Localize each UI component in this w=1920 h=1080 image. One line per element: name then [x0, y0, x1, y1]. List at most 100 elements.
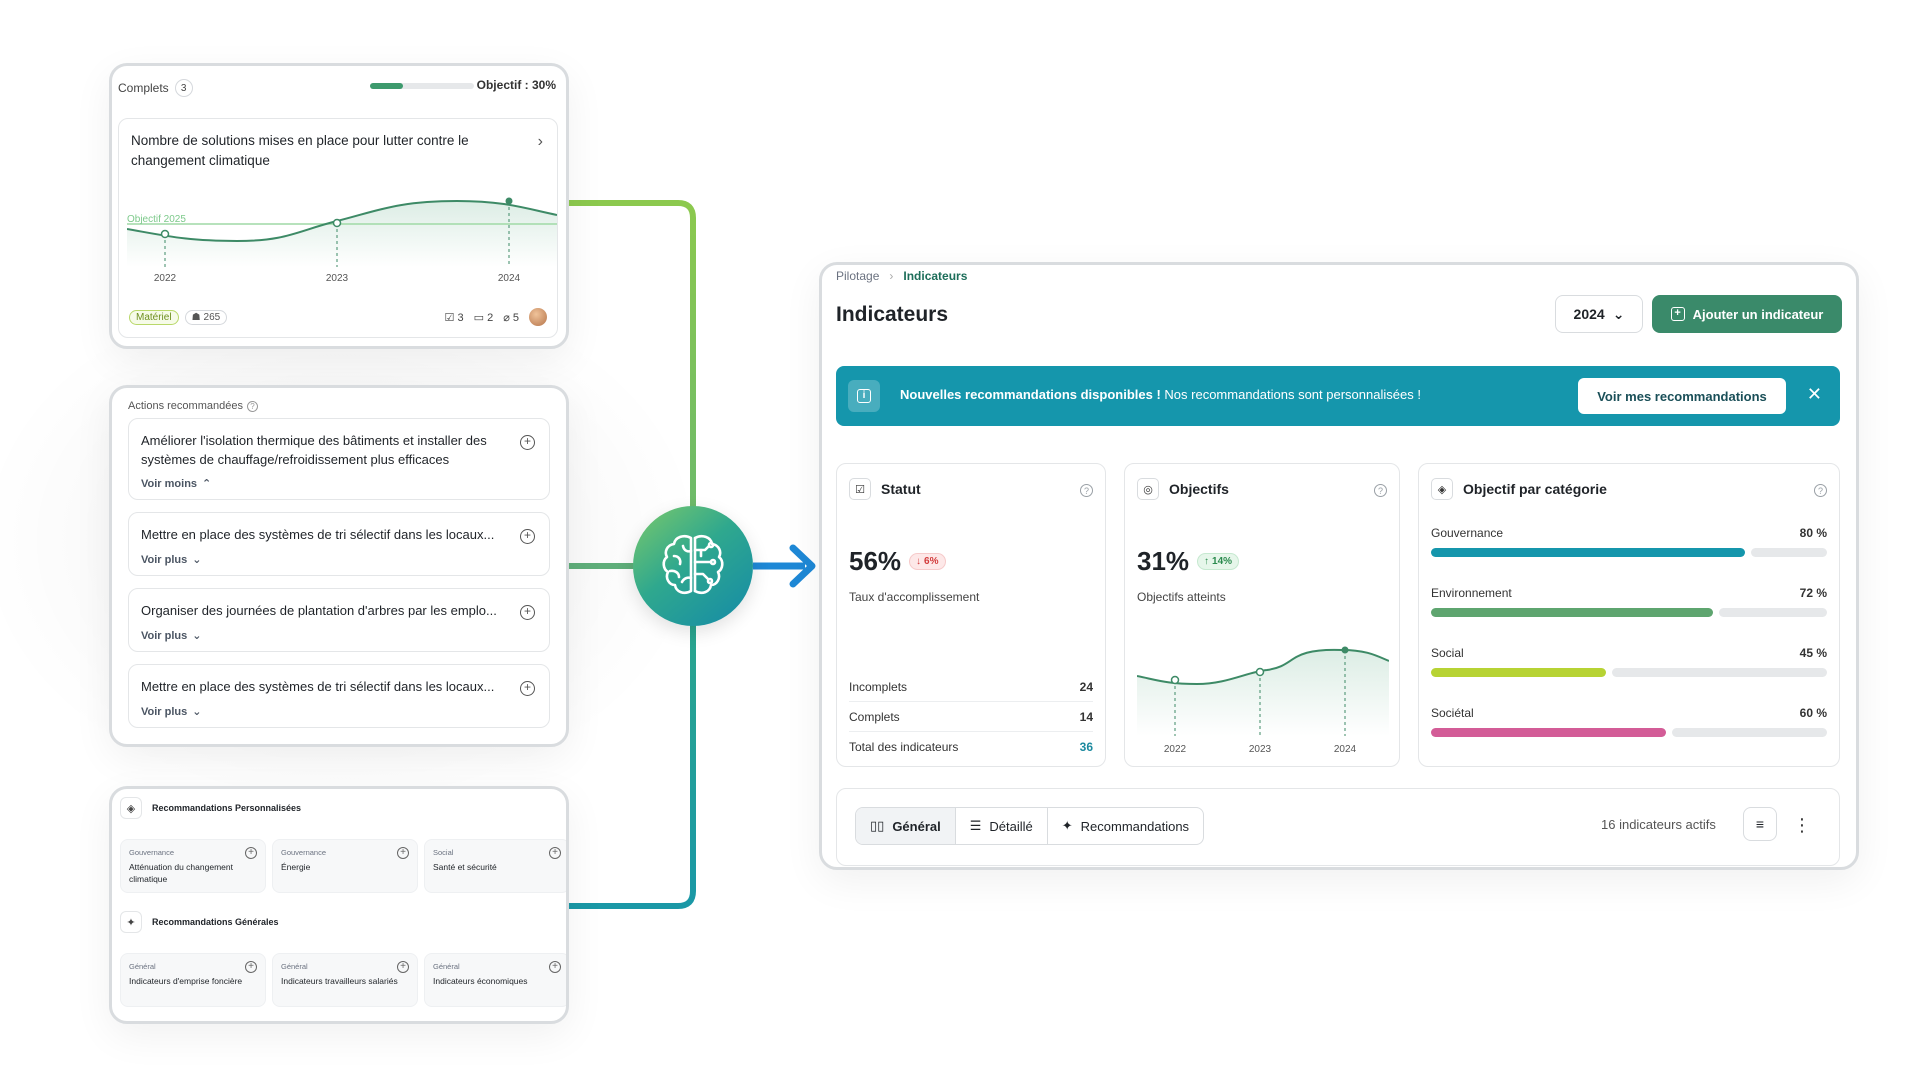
more-options-icon[interactable]: ⋮	[1793, 814, 1811, 835]
categories-header: ◈ Objectif par catégorie	[1431, 478, 1607, 500]
add-indicator-button[interactable]: + Ajouter un indicateur	[1652, 295, 1842, 333]
year-select[interactable]: 2024 ⌄	[1555, 295, 1643, 333]
add-action-icon[interactable]: +	[520, 435, 535, 450]
action-text: Organiser des journées de plantation d'a…	[141, 603, 497, 618]
point-2022	[160, 229, 170, 239]
stat-row: Incomplets 24	[849, 672, 1093, 702]
recommendation-tile[interactable]: Général Indicateurs travailleurs salarié…	[272, 953, 418, 1007]
recommendation-tile[interactable]: Gouvernance Énergie +	[272, 839, 418, 893]
indicator-preview-card: Complets 3 Objectif : 30% Nombre de solu…	[109, 63, 569, 349]
recommendation-tile[interactable]: Général Indicateurs économiques +	[424, 953, 566, 1007]
connector-arrow-head	[789, 544, 816, 588]
completes-header: Complets 3	[118, 78, 556, 98]
trend-area	[127, 201, 557, 267]
filter-button[interactable]: ≡	[1743, 807, 1777, 841]
category-remaining	[1612, 668, 1827, 677]
add-action-icon[interactable]: +	[520, 681, 535, 696]
help-icon[interactable]: ?	[1374, 484, 1387, 497]
action-item[interactable]: Mettre en place des systèmes de tri séle…	[128, 664, 550, 728]
indicator-footer: Matériel ☗ 265 ☑ 3 ▭ 2 ⌀ 5	[129, 307, 547, 327]
columns-icon: ▯▯	[870, 818, 885, 833]
add-icon[interactable]: +	[245, 847, 257, 859]
category-pct: 72 %	[1799, 586, 1827, 600]
chevron-down-icon: ⌄	[1612, 305, 1625, 322]
statut-value-row: 56% ↓ 6%	[849, 546, 946, 577]
avatar[interactable]	[529, 308, 547, 326]
recommendation-tile[interactable]: Général Indicateurs d'emprise foncière +	[120, 953, 266, 1007]
add-icon[interactable]: +	[397, 847, 409, 859]
recommended-actions-header: Actions recommandées ?	[128, 400, 258, 412]
category-tag[interactable]: Matériel	[129, 309, 179, 325]
paperclip-icon: ⌀	[503, 311, 510, 324]
sparkles-icon: ✦	[1061, 818, 1073, 833]
toggle-link[interactable]: Voir plus ⌄	[141, 705, 201, 719]
objectifs-panel: ◎ Objectifs ? 31% ↑ 14% Objectifs atteints…	[1124, 463, 1400, 767]
personal-recommendations-header: ◈ Recommandations Personnalisées	[120, 797, 301, 819]
attachments-counter[interactable]: ⌀ 5	[503, 311, 519, 324]
recommended-actions-card: Actions recommandées ? Améliorer l'isola…	[109, 385, 569, 747]
action-item[interactable]: Mettre en place des systèmes de tri séle…	[128, 512, 550, 576]
tab-recommandations[interactable]: ✦ Recommandations	[1048, 808, 1203, 844]
point-2023	[332, 218, 342, 228]
point-2022	[1170, 675, 1180, 685]
trend-line	[1137, 648, 1389, 686]
add-icon[interactable]: +	[397, 961, 409, 973]
add-action-icon[interactable]: +	[520, 529, 535, 544]
tile-category: Général	[281, 962, 308, 971]
views-tag: ☗ 265	[184, 309, 228, 325]
chevron-down-icon: ⌄	[192, 554, 202, 566]
chevron-right-icon[interactable]: ›	[537, 133, 543, 150]
indicator-title: Nombre de solutions mises en place pour …	[131, 133, 469, 168]
comment-icon: ▭	[473, 311, 484, 324]
toggle-label: Voir plus	[141, 629, 188, 642]
layers-icon: ◈	[120, 797, 142, 819]
add-icon[interactable]: +	[245, 961, 257, 973]
help-icon[interactable]: ?	[1814, 484, 1827, 497]
stat-value: 14	[1079, 709, 1093, 724]
statut-panel: ☑ Statut ? 56% ↓ 6% Taux d'accomplissement…	[836, 463, 1106, 767]
help-icon[interactable]: ?	[246, 400, 258, 412]
toggle-link[interactable]: Voir plus ⌄	[141, 553, 202, 567]
stat-label: Incomplets	[849, 679, 908, 694]
completes-count: 3	[174, 79, 193, 97]
objectifs-value: 31%	[1137, 546, 1190, 576]
breadcrumb-indicateurs[interactable]: Indicateurs	[903, 269, 968, 283]
banner-text: Nos recommandations sont personnalisées …	[1164, 387, 1421, 402]
tab-label: Général	[892, 818, 941, 834]
comments-counter[interactable]: ▭ 2	[474, 311, 494, 324]
tab-label: Détaillé	[989, 818, 1033, 834]
action-item[interactable]: Organiser des journées de plantation d'a…	[128, 588, 550, 652]
banner-message: Nouvelles recommandations disponibles ! …	[900, 387, 1421, 402]
help-icon[interactable]: ?	[1080, 484, 1093, 497]
view-recommendations-button[interactable]: Voir mes recommandations	[1578, 378, 1786, 414]
recommendations-banner: i Nouvelles recommandations disponibles …	[836, 366, 1840, 426]
breadcrumb-pilotage[interactable]: Pilotage	[836, 269, 880, 283]
x-tick-2024: 2024	[1334, 744, 1357, 755]
general-recommendations-title: Recommandations Générales	[152, 917, 279, 927]
tile-category: Gouvernance	[129, 848, 175, 857]
recommended-actions-title: Actions recommandées	[128, 400, 243, 412]
action-item[interactable]: Améliorer l'isolation thermique des bâti…	[128, 418, 550, 500]
recommendation-tile[interactable]: Gouvernance Atténuation du changement cl…	[120, 839, 266, 893]
close-icon[interactable]: ✕	[1806, 384, 1822, 404]
recommendation-tile[interactable]: Social Santé et sécurité +	[424, 839, 566, 893]
tab-detaille[interactable]: ☰ Détaillé	[956, 808, 1048, 844]
add-icon[interactable]: +	[549, 961, 561, 973]
chevron-up-icon: ⌃	[202, 478, 212, 490]
stat-value: 24	[1079, 679, 1093, 694]
toggle-link[interactable]: Voir moins ⌃	[141, 477, 212, 491]
tab-general[interactable]: ▯▯ Général	[856, 808, 956, 844]
add-icon[interactable]: +	[549, 847, 561, 859]
objectifs-caption: Objectifs atteints	[1137, 590, 1226, 604]
x-tick-2022: 2022	[154, 273, 177, 281]
toggle-link[interactable]: Voir plus ⌄	[141, 629, 201, 643]
add-action-icon[interactable]: +	[520, 605, 535, 620]
tasks-counter[interactable]: ☑ 3	[445, 311, 464, 324]
tile-category: Gouvernance	[281, 848, 327, 857]
indicator-card[interactable]: Nombre de solutions mises en place pour …	[118, 118, 558, 338]
ai-brain-icon	[633, 506, 753, 626]
category-row: Social 45 %	[1431, 646, 1827, 677]
category-progress	[1431, 728, 1827, 737]
tile-name: Atténuation du changement climatique	[129, 862, 233, 884]
